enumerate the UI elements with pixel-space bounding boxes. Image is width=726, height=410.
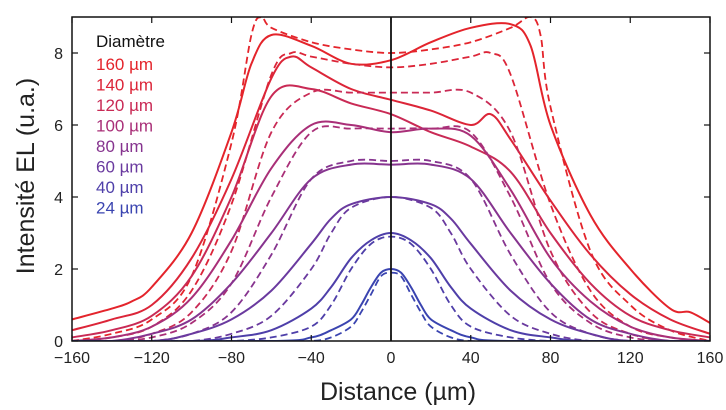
legend-item-100um: 100 µm — [96, 117, 153, 136]
x-tick-label: −120 — [134, 350, 170, 367]
series-120um-measured-line — [72, 84, 710, 339]
series-60um-simulated-line — [72, 196, 710, 341]
y-axis-ticks: 0 2 4 6 8 — [54, 46, 710, 351]
x-tick-label: −80 — [218, 350, 245, 367]
y-tick-label: 0 — [54, 334, 63, 351]
x-axis-title: Distance (µm) — [320, 378, 476, 406]
y-axis-title: Intensité EL (u.a.) — [12, 78, 40, 274]
x-axis-ticks: −160 −120 −80 −40 0 40 80 120 160 — [54, 17, 723, 367]
legend-item-60um: 60 µm — [96, 158, 144, 177]
series-140um-measured-line — [72, 55, 710, 335]
x-tick-label: 160 — [697, 350, 724, 367]
x-tick-label: 40 — [462, 350, 480, 367]
y-tick-label: 2 — [54, 262, 63, 279]
y-tick-label: 4 — [54, 190, 63, 207]
legend-item-80um: 80 µm — [96, 137, 144, 156]
legend-item-120um: 120 µm — [96, 96, 153, 115]
legend-title: Diamètre — [96, 32, 165, 51]
x-tick-label: 0 — [387, 350, 396, 367]
x-tick-label: −160 — [54, 350, 90, 367]
y-tick-label: 6 — [54, 118, 63, 135]
legend-item-140um: 140 µm — [96, 76, 153, 95]
y-tick-label: 8 — [54, 46, 63, 63]
x-tick-label: −40 — [298, 350, 325, 367]
legend-item-40um: 40 µm — [96, 178, 144, 197]
legend-item-24um: 24 µm — [96, 199, 144, 218]
x-tick-label: 80 — [542, 350, 560, 367]
x-tick-label: 120 — [617, 350, 644, 367]
plot-area — [71, 16, 711, 342]
legend-item-160um: 160 µm — [96, 55, 153, 74]
